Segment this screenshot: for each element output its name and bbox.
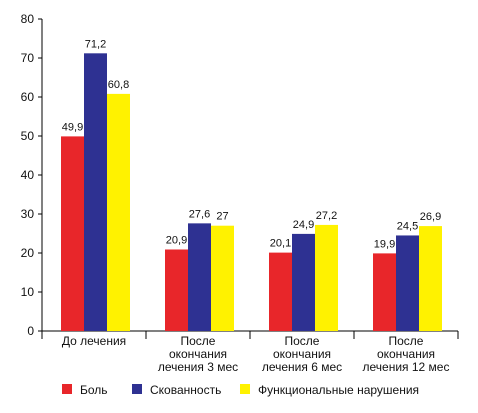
bar xyxy=(107,93,130,331)
category-label-line: лечения 3 мес xyxy=(158,360,238,374)
bar xyxy=(84,53,107,331)
data-label: 20,9 xyxy=(166,234,187,246)
bar xyxy=(165,249,188,331)
category-label-line: После xyxy=(389,334,424,348)
category-label-line: лечения 12 мес xyxy=(363,360,450,374)
category-label: После окончания лечения 12 мес xyxy=(363,334,450,374)
legend-swatch xyxy=(62,384,72,394)
bar xyxy=(269,252,292,331)
legend-swatch xyxy=(240,384,250,394)
category-label-line: После xyxy=(181,334,216,348)
bar xyxy=(211,225,234,331)
data-label: 20,1 xyxy=(270,238,291,250)
y-tick-label: 0 xyxy=(27,324,34,338)
bar xyxy=(396,235,419,331)
legend-label: Боль xyxy=(80,383,108,397)
category-label: До лечения xyxy=(62,334,126,348)
y-tick-label: 70 xyxy=(21,51,35,65)
bar xyxy=(188,223,211,331)
y-tick-label: 60 xyxy=(21,90,35,104)
bar xyxy=(373,253,396,331)
data-label: 24,9 xyxy=(293,219,314,231)
data-label: 27,6 xyxy=(189,208,210,220)
legend: Боль Скованность Функциональные нарушения xyxy=(62,383,419,397)
bar xyxy=(292,233,315,331)
legend-label: Функциональные нарушения xyxy=(258,383,419,397)
y-tick-label: 50 xyxy=(21,129,35,143)
category-label-line: лечения 6 мес xyxy=(262,360,342,374)
category-label-line: окончания xyxy=(377,347,435,361)
y-tick-label: 80 xyxy=(21,12,35,26)
y-tick-label: 40 xyxy=(21,168,35,182)
category-label-line: После xyxy=(285,334,320,348)
data-label: 49,9 xyxy=(62,121,83,133)
data-label: 60,8 xyxy=(108,79,129,91)
legend-swatch xyxy=(132,384,142,394)
data-label: 26,9 xyxy=(420,211,441,223)
category-label-line: окончания xyxy=(169,347,227,361)
data-label: 19,9 xyxy=(374,238,395,250)
category-label-line: До лечения xyxy=(62,334,126,348)
plot-area: 0 10 20 30 40 50 60 70 80 49,9 20,9 20,1 19,9 71,2 27,… xyxy=(21,12,459,374)
bar xyxy=(315,224,338,331)
y-tick-label: 30 xyxy=(21,207,35,221)
data-label: 27 xyxy=(216,211,228,223)
legend-label: Скованность xyxy=(150,383,221,397)
bar xyxy=(419,226,442,331)
y-tick-label: 10 xyxy=(21,285,35,299)
category-label: После окончания лечения 3 мес xyxy=(158,334,238,374)
y-tick-label: 20 xyxy=(21,246,35,260)
bar xyxy=(61,136,84,331)
category-label: После окончания лечения 6 мес xyxy=(262,334,342,374)
data-label: 24,5 xyxy=(397,220,418,232)
data-label: 27,2 xyxy=(316,210,337,222)
data-label: 71,2 xyxy=(85,38,106,50)
category-label-line: окончания xyxy=(273,347,331,361)
